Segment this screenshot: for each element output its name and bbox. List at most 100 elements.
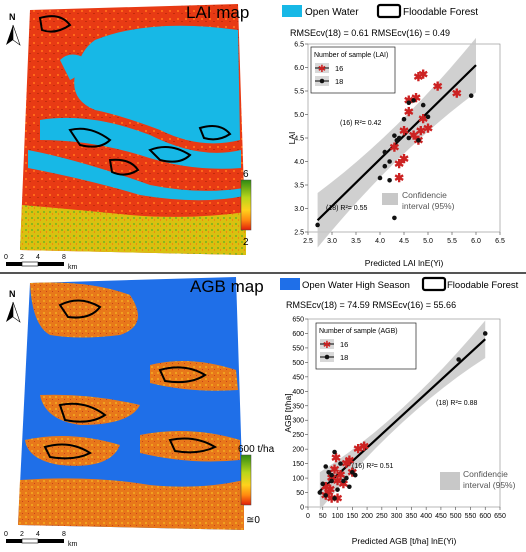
scale-tick-0: 0 bbox=[4, 254, 8, 261]
floodable-forest-label: Floodable Forest bbox=[403, 7, 478, 18]
data-point-16: ✱ bbox=[418, 112, 428, 126]
ci-swatch bbox=[382, 193, 398, 205]
regression-line bbox=[319, 338, 486, 492]
data-point-16: ✱ bbox=[452, 86, 462, 100]
data-point-18 bbox=[420, 102, 426, 108]
data-point-18 bbox=[329, 472, 334, 478]
legend-series-label: 16 bbox=[335, 64, 343, 73]
ci-label-line1: Confidencie bbox=[402, 190, 447, 200]
data-point-18 bbox=[425, 114, 431, 120]
data-point-18 bbox=[406, 100, 412, 106]
x-tick-label: 450 bbox=[435, 513, 447, 520]
agb-panel-svg: N 600 t/ha ≅0 0 2 4 8 km AGB map Open Wa… bbox=[4, 276, 519, 548]
x-tick-label: 0 bbox=[306, 513, 310, 520]
y-tick-label: 400 bbox=[292, 389, 304, 396]
north-arrow-icon: N bbox=[6, 12, 21, 46]
data-point-18 bbox=[401, 116, 407, 122]
data-point-18 bbox=[332, 449, 337, 455]
data-point-18 bbox=[387, 178, 392, 183]
x-tick-label: 5.0 bbox=[423, 238, 433, 245]
scale-tick-8: 8 bbox=[62, 254, 66, 261]
x-tick-label: 3.5 bbox=[351, 238, 361, 245]
data-point-16: ✱ bbox=[333, 474, 343, 488]
data-point-16: ✱ bbox=[416, 124, 426, 138]
data-point-18 bbox=[317, 490, 323, 495]
ci-label-line2: interval (95%) bbox=[402, 201, 455, 211]
data-point-16: ✱ bbox=[333, 491, 343, 505]
north-arrow-icon: N bbox=[6, 289, 21, 323]
scale-tick-8: 8 bbox=[62, 531, 66, 538]
agb-colorbar: 600 t/ha ≅0 bbox=[238, 444, 275, 526]
y-axis-label: AGB [t/ha] bbox=[283, 393, 293, 432]
data-point-16: ✱ bbox=[327, 491, 337, 505]
y-tick-label: 50 bbox=[296, 490, 304, 497]
data-point-18 bbox=[406, 135, 412, 141]
x-tick-label: 5.5 bbox=[447, 238, 457, 245]
data-point-18 bbox=[416, 138, 421, 143]
data-point-18 bbox=[332, 496, 337, 501]
y-tick-label: 3.0 bbox=[294, 206, 304, 213]
open-water-swatch bbox=[280, 278, 300, 290]
x-tick-label: 250 bbox=[376, 513, 388, 520]
x-tick-label: 2.5 bbox=[303, 238, 313, 245]
data-point-16: ✱ bbox=[433, 79, 443, 93]
data-point-16: ✱ bbox=[423, 122, 433, 136]
annotation-r2-18: (18) R²= 0.55 bbox=[326, 205, 368, 212]
data-point-16: ✱ bbox=[404, 105, 414, 119]
scale-tick-2: 2 bbox=[20, 531, 24, 538]
y-tick-label: 3.5 bbox=[294, 183, 304, 190]
colorbar-max-label: 600 t/ha bbox=[238, 444, 275, 455]
data-point-16: ✱ bbox=[330, 462, 340, 476]
agb-panel: N 600 t/ha ≅0 0 2 4 8 km AGB map Open Wa… bbox=[0, 275, 526, 548]
y-tick-label: 600 bbox=[292, 331, 304, 338]
data-point-18 bbox=[392, 133, 397, 138]
y-tick-label: 150 bbox=[292, 461, 304, 468]
x-tick-label: 350 bbox=[406, 513, 418, 520]
ci-label-line1: Confidencie bbox=[463, 469, 508, 479]
y-tick-label: 5.5 bbox=[294, 89, 304, 96]
map-title: LAI map bbox=[186, 3, 249, 22]
lai-panel-svg: N 6 2 0 2 4 8 km LAI map Open Water bbox=[4, 3, 505, 271]
y-tick-label: 550 bbox=[292, 345, 304, 352]
rmse-text: RMSEcv(18) = 0.61 RMSEcv(16) = 0.49 bbox=[290, 28, 450, 38]
map-title: AGB map bbox=[190, 277, 264, 296]
y-tick-label: 100 bbox=[292, 476, 304, 483]
legend-series-label: 18 bbox=[335, 77, 343, 86]
x-tick-label: 4.0 bbox=[375, 238, 385, 245]
data-point-18 bbox=[320, 481, 326, 487]
x-tick-label: 50 bbox=[319, 513, 327, 520]
data-point-16: ✱ bbox=[394, 157, 404, 171]
lai-scatter-chart: 2.5 3.0 3.5 4.0 4.5 5.0 5.5 6.0 6.5 2.5 3.0 3.5 4.0 4… bbox=[287, 37, 505, 268]
floodable-forest-label: Floodable Forest bbox=[447, 280, 519, 291]
scale-tick-4: 4 bbox=[36, 531, 40, 538]
data-point-16: ✱ bbox=[409, 129, 419, 143]
x-tick-label: 6.0 bbox=[471, 238, 481, 245]
data-point-18 bbox=[338, 461, 343, 466]
data-point-16: ✱ bbox=[394, 171, 404, 185]
x-tick-label: 150 bbox=[346, 513, 358, 520]
data-point-18 bbox=[468, 93, 474, 98]
data-point-18 bbox=[392, 215, 397, 221]
data-point-18 bbox=[387, 159, 392, 164]
data-point-18 bbox=[382, 149, 388, 155]
data-point-16: ✱ bbox=[389, 140, 399, 154]
y-tick-label: 2.5 bbox=[294, 230, 304, 237]
data-point-16: ✱ bbox=[353, 442, 363, 456]
y-tick-label: 6.0 bbox=[294, 65, 304, 72]
y-tick-label: 200 bbox=[292, 447, 304, 454]
x-tick-label: 100 bbox=[332, 513, 344, 520]
lai-panel: N 6 2 0 2 4 8 km LAI map Open Water bbox=[0, 0, 526, 272]
data-point-16: ✱ bbox=[341, 457, 351, 471]
y-tick-label: 300 bbox=[292, 418, 304, 425]
lai-colorbar: 6 2 bbox=[240, 169, 252, 248]
data-point-18 bbox=[456, 357, 461, 362]
map-legend: Open Water High Season Floodable Forest bbox=[280, 276, 519, 292]
x-tick-label: 200 bbox=[361, 513, 373, 520]
floodable-forest-swatch bbox=[421, 276, 447, 292]
open-water-label: Open Water High Season bbox=[302, 280, 410, 291]
data-point-16: ✱ bbox=[359, 439, 369, 453]
data-point-18 bbox=[482, 331, 488, 336]
scale-tick-0: 0 bbox=[4, 531, 8, 538]
data-point-18 bbox=[344, 475, 349, 481]
y-tick-label: 500 bbox=[292, 360, 304, 367]
